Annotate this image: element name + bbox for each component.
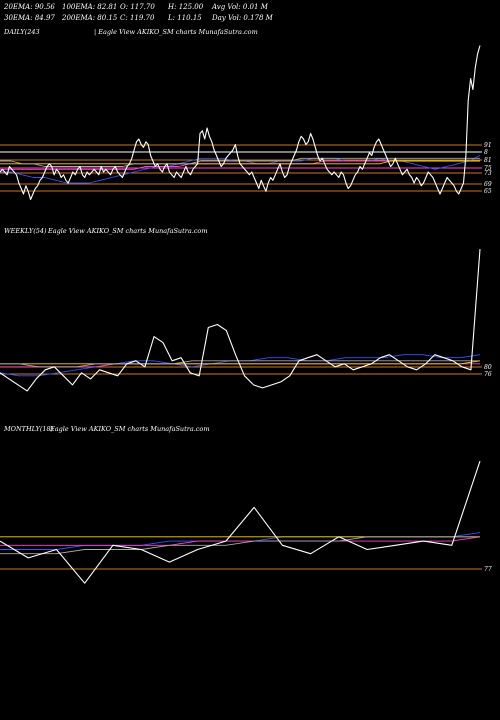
weekly-level-label: 80 (484, 364, 492, 371)
monthly-caption: Eagle View AKIKO_SM charts MunafaSutra.c… (50, 425, 210, 433)
monthly-level-label: 77 (484, 566, 492, 573)
ema200-label: 200EMA: 80.15 (62, 14, 118, 22)
monthly-ema-line (0, 536, 480, 555)
close-label: C: 119.70 (120, 14, 155, 22)
daily-level-label: 69 (484, 181, 492, 188)
low-label: L: 110.15 (168, 14, 202, 22)
monthly-price-line (0, 460, 481, 584)
daily-price-line (0, 45, 481, 201)
weekly-price-line (0, 249, 481, 392)
high-label: H: 125.00 (168, 3, 204, 11)
daily-title: DAILY(243 (4, 28, 40, 36)
weekly-level-label: 76 (484, 371, 492, 378)
weekly-caption: Eagle View AKIKO_SM charts MunafaSutra.c… (48, 227, 208, 235)
ema30-label: 30EMA: 84.97 (4, 14, 55, 22)
avg-vol-label: Avg Vol: 0.01 M (212, 3, 268, 11)
ema100-label: 100EMA: 82.81 (62, 3, 118, 11)
daily-caption: | Eagle View AKIKO_SM charts MunafaSutra… (94, 28, 258, 36)
monthly-title: MONTHLY(18) (4, 425, 54, 433)
daily-level-label: 81 (484, 157, 492, 164)
day-vol-label: Day Vol: 0.178 M (212, 14, 273, 22)
open-label: O: 117.70 (120, 3, 155, 11)
daily-level-label: 73 (484, 170, 492, 177)
weekly-title: WEEKLY(54) (4, 227, 47, 235)
weekly-ema-line (0, 360, 480, 368)
daily-level-label: 91 (484, 142, 492, 149)
daily-level-label: 65 (484, 188, 492, 195)
daily-level-label: 75 (484, 165, 492, 172)
monthly-ema-line (0, 536, 481, 546)
ema20-label: 20EMA: 90.56 (4, 3, 55, 11)
daily-level-label: 8 (484, 149, 488, 156)
weekly-ema-line (0, 360, 481, 365)
